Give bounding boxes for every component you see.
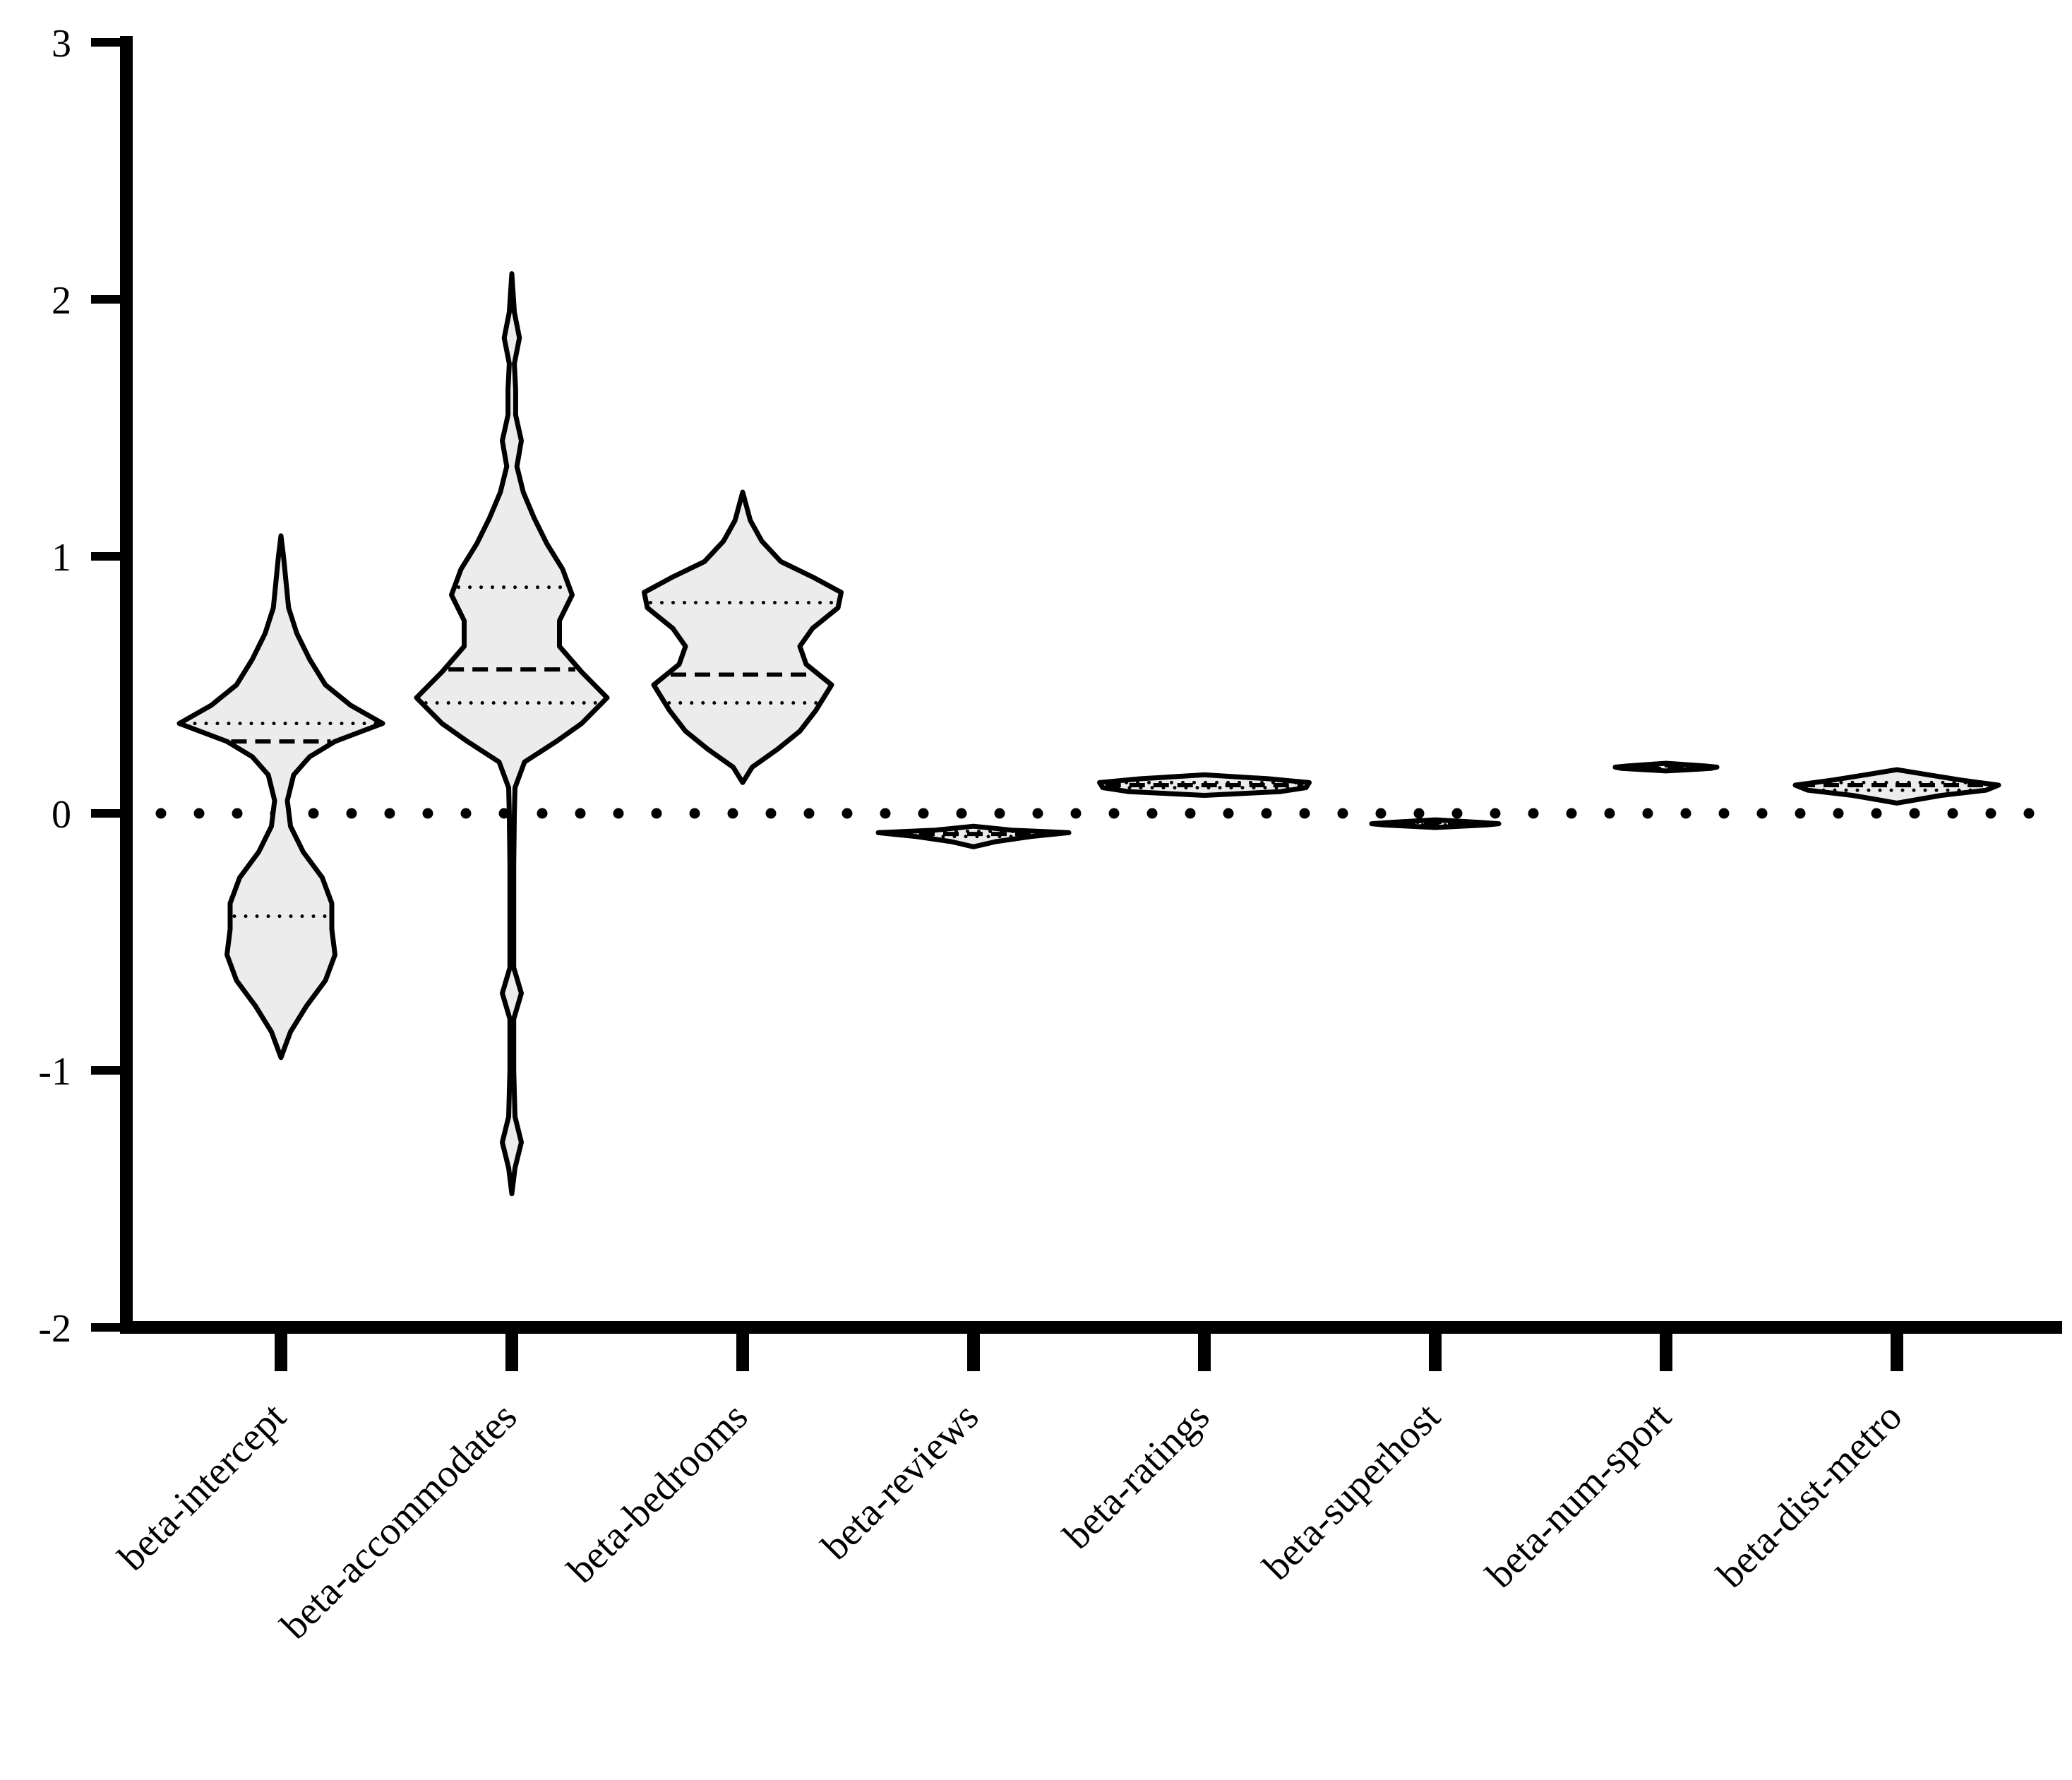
violin-beta-ratings	[1097, 772, 1312, 798]
violin-beta-superhost	[1369, 817, 1502, 830]
y-tick-label: 0	[52, 793, 71, 837]
category-label: beta-bedrooms	[559, 1394, 756, 1591]
violin-body	[875, 823, 1072, 849]
category-label: beta-accommodates	[273, 1394, 525, 1647]
category-label: beta-num-sport	[1478, 1394, 1679, 1596]
y-tick-label: -1	[38, 1050, 71, 1094]
category-label: beta-ratings	[1055, 1394, 1218, 1558]
violin-body	[414, 271, 610, 1197]
y-tick-label: 3	[52, 22, 71, 66]
y-tick-label: 2	[52, 279, 71, 323]
category-label: beta-superhost	[1254, 1394, 1449, 1589]
violin-beta-reviews	[875, 823, 1072, 849]
violin-group	[176, 271, 2001, 1197]
y-tick-label: 1	[52, 536, 71, 580]
category-label: beta-dist-metro	[1708, 1394, 1910, 1596]
axes-group	[120, 36, 2062, 1334]
violin-beta-bedrooms	[642, 489, 844, 785]
violin-beta-accommodates	[414, 271, 610, 1197]
y-ticks-group: -2 -1 0 1 2 3	[38, 22, 126, 1351]
violin-beta-dist-metro	[1792, 767, 2001, 806]
category-label: beta-reviews	[813, 1394, 987, 1568]
y-tick-label: -2	[38, 1307, 71, 1351]
violin-beta-num-sport	[1612, 760, 1720, 774]
violin-beta-intercept	[176, 533, 385, 1061]
violin-body	[642, 489, 844, 785]
category-label: beta-intercept	[110, 1394, 295, 1579]
violin-body	[176, 533, 385, 1061]
